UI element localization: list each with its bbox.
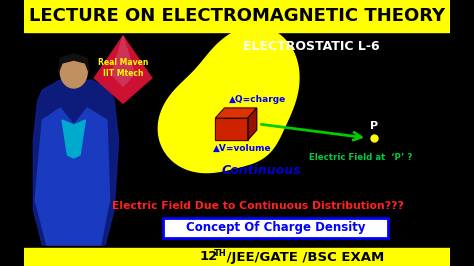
Bar (24, 248, 450, 266)
Text: Electric Field at  ‘P’ ?: Electric Field at ‘P’ ? (309, 153, 412, 163)
Text: LECTURE ON ELECTROMAGNETIC THEORY: LECTURE ON ELECTROMAGNETIC THEORY (29, 7, 445, 25)
Text: ▲Q=charge: ▲Q=charge (229, 95, 286, 105)
Text: TH: TH (214, 250, 227, 259)
Text: ELECTROSTATIC L-6: ELECTROSTATIC L-6 (243, 39, 380, 52)
Text: 12: 12 (200, 251, 218, 264)
Polygon shape (216, 118, 248, 140)
Text: Continuous: Continuous (222, 164, 301, 177)
Ellipse shape (60, 56, 87, 88)
Polygon shape (94, 36, 152, 103)
Text: Electric Field Due to Continuous Distribution???: Electric Field Due to Continuous Distrib… (112, 201, 403, 211)
Polygon shape (62, 120, 85, 158)
Text: P: P (370, 121, 378, 131)
Text: Real Maven
IIT Mtech: Real Maven IIT Mtech (98, 58, 148, 78)
Text: Concept Of Charge Density: Concept Of Charge Density (186, 222, 365, 235)
Polygon shape (216, 108, 257, 118)
Polygon shape (58, 54, 89, 72)
Polygon shape (158, 27, 299, 173)
Bar (24, 0, 450, 32)
Text: /JEE/GATE /BSC EXAM: /JEE/GATE /BSC EXAM (222, 251, 384, 264)
Polygon shape (33, 80, 118, 245)
Polygon shape (35, 108, 109, 245)
FancyBboxPatch shape (164, 218, 388, 238)
Text: ▲V=volume: ▲V=volume (213, 143, 272, 152)
Polygon shape (248, 108, 257, 140)
Polygon shape (111, 36, 135, 86)
